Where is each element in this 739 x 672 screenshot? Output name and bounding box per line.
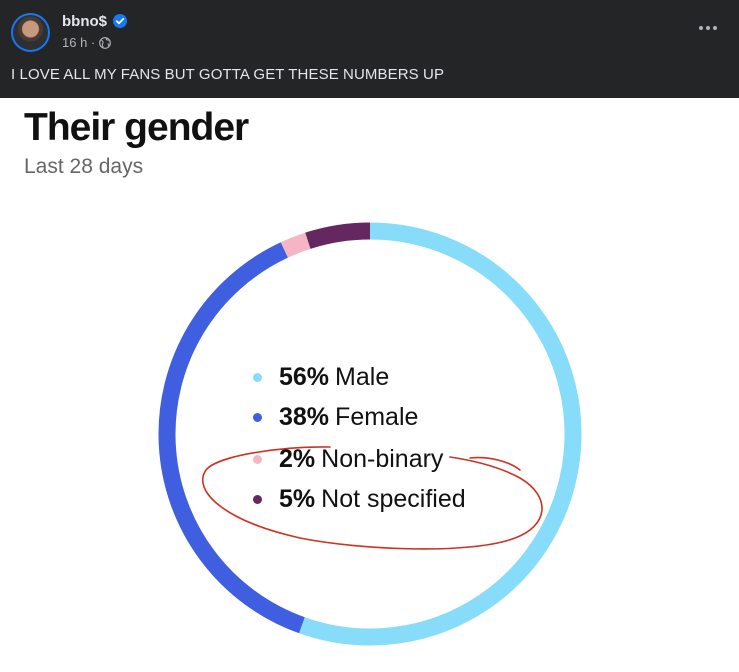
donut-segment-male (299, 222, 582, 646)
legend-item-non-binary: 2% Non-binary (253, 444, 443, 474)
legend-dot-male (253, 372, 262, 382)
annotation-circle-scribble (201, 446, 543, 550)
more-options-icon[interactable] (693, 18, 723, 38)
legend-dot-female (253, 412, 262, 422)
profile-photo (13, 15, 48, 50)
legend-label-not-specified: Not specified (321, 484, 466, 513)
legend-dot-not-specified (253, 494, 262, 504)
legend-dot-non-binary (253, 454, 262, 464)
post-meta: 16 h · (62, 35, 112, 50)
card-subtitle: Last 28 days (24, 155, 144, 178)
author-row: bbno$ (62, 11, 127, 31)
legend-pct-not-specified: 5% (279, 484, 316, 513)
legend-item-female: 38% Female (253, 402, 418, 432)
donut-segments (158, 222, 582, 646)
legend-label-non-binary: Non-binary (321, 444, 444, 473)
avatar[interactable] (11, 13, 50, 52)
post-header: bbno$ 16 h · I LOVE ALL MY FANS BUT GOTT… (0, 0, 739, 98)
legend-label-female: Female (335, 402, 419, 431)
verified-badge-icon (113, 14, 127, 28)
card-title: Their gender (24, 106, 249, 149)
post-caption: I LOVE ALL MY FANS BUT GOTTA GET THESE N… (11, 66, 445, 83)
donut-segment-non-binary (280, 232, 311, 258)
globe-icon (99, 36, 112, 49)
legend-pct-male: 56% (279, 362, 330, 391)
donut-segment-female (158, 242, 305, 634)
post-timestamp[interactable]: 16 h · (62, 35, 96, 50)
legend-pct-non-binary: 2% (279, 444, 316, 473)
legend-item-male: 56% Male (253, 362, 389, 392)
legend-label-male: Male (335, 362, 390, 391)
legend-item-not-specified: 5% Not specified (253, 484, 466, 514)
legend-pct-female: 38% (279, 402, 330, 431)
donut-segment-not-specified (305, 222, 371, 249)
author-name[interactable]: bbno$ (62, 12, 107, 30)
